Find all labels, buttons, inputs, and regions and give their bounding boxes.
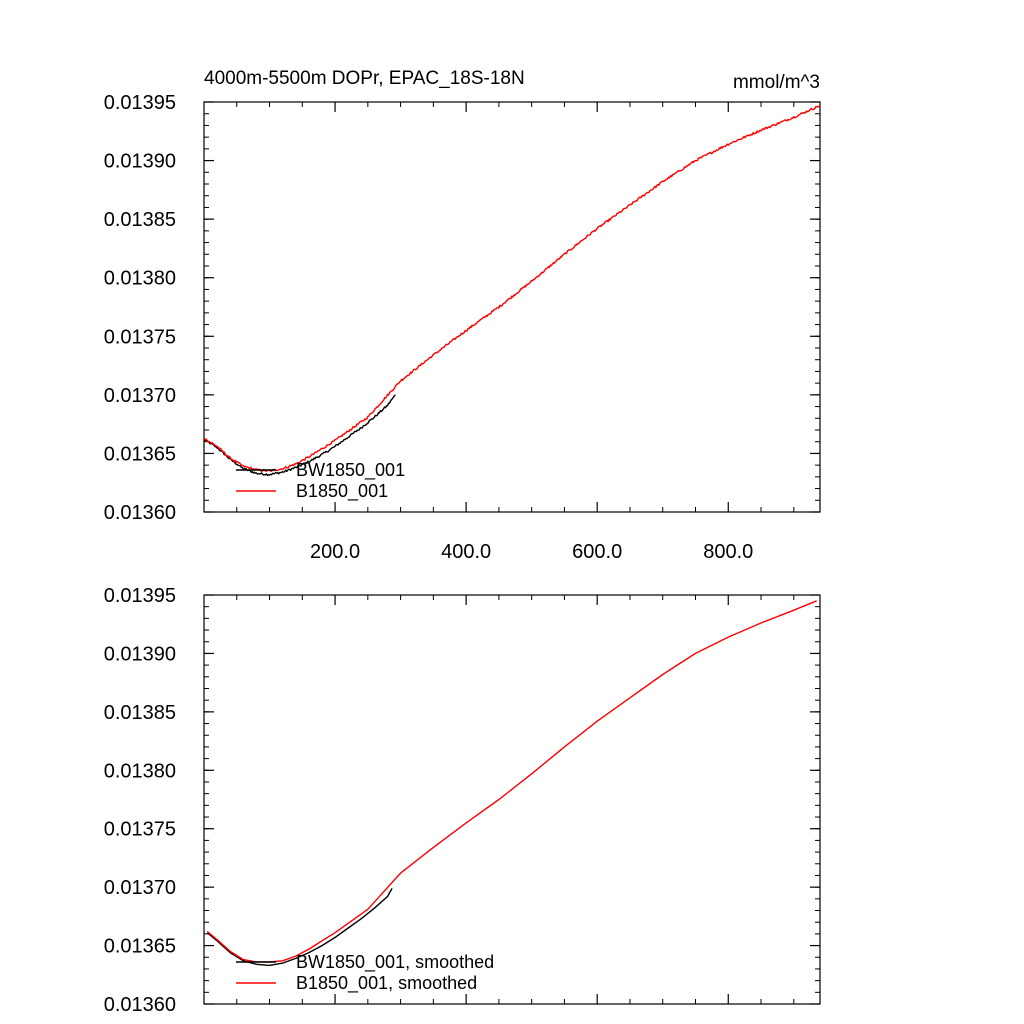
y-tick-label: 0.01395 (104, 92, 176, 114)
legend-label: B1850_001, smoothed (296, 973, 477, 994)
x-tick-label: 400.0 (441, 541, 491, 563)
bottom-panel: 0.01360 0.01365 0.01370 0.01375 0.01380 0.013… (104, 585, 821, 1016)
y-tick-label: 0.01380 (104, 268, 176, 290)
plot-frame (203, 101, 821, 513)
series-line-bw1850-001 (203, 394, 396, 477)
series-line-b1850-001 (203, 104, 821, 472)
y-tick-label: 0.01390 (104, 643, 176, 665)
series-line-bw1850-001-smoothed (206, 887, 393, 967)
top-panel: 4000m-5500m DOPr, EPAC_18S-18N mmol/m^3 … (104, 68, 821, 563)
y-tick-label: 0.01360 (104, 502, 176, 524)
legend-label: BW1850_001, smoothed (296, 952, 494, 973)
chart-title: 4000m-5500m DOPr, EPAC_18S-18N (204, 68, 525, 89)
y-tick-label: 0.01385 (104, 209, 176, 231)
y-tick-label: 0.01360 (104, 994, 176, 1016)
legend-label: B1850_001 (296, 481, 388, 502)
x-tick-label: 800.0 (703, 541, 753, 563)
y-tick-label: 0.01365 (104, 443, 176, 465)
series-line-b1850-001-smoothed (206, 600, 817, 963)
y-tick-label: 0.01365 (104, 936, 176, 958)
y-tick-label: 0.01375 (104, 326, 176, 348)
x-tick-label: 200.0 (310, 541, 360, 563)
y-tick-label: 0.01395 (104, 585, 176, 607)
x-tick-label: 600.0 (572, 541, 622, 563)
y-tick-label: 0.01370 (104, 385, 176, 407)
plot-frame (203, 594, 821, 1005)
y-tick-label: 0.01390 (104, 151, 176, 173)
y-tick-label: 0.01375 (104, 819, 176, 841)
legend-label: BW1850_001 (296, 460, 405, 481)
y-tick-label: 0.01370 (104, 877, 176, 899)
units-label: mmol/m^3 (733, 72, 820, 93)
y-tick-label: 0.01380 (104, 760, 176, 782)
y-tick-label: 0.01385 (104, 702, 176, 724)
